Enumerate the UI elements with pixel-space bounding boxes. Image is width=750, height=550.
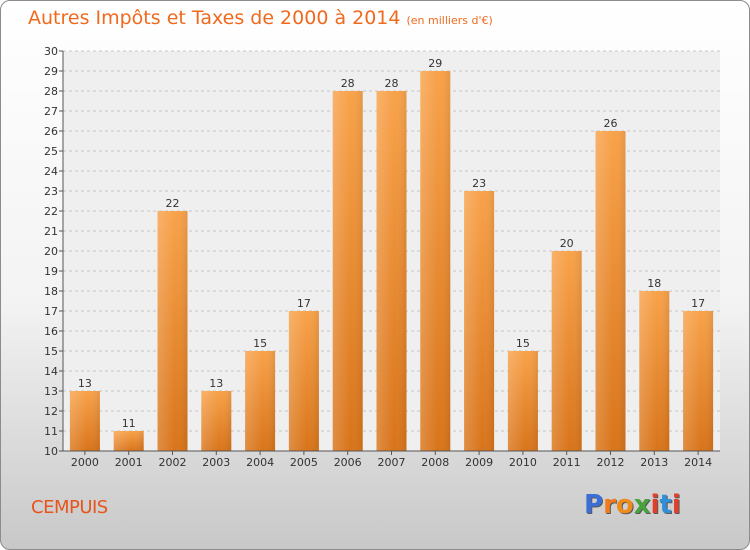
bar-highlight [157,211,188,451]
logo-letter: t [659,490,672,520]
y-tick-label: 24 [44,165,58,178]
x-tick-label: 2000 [71,456,99,469]
y-tick-label: 25 [44,145,58,158]
bar-value-label: 11 [122,417,136,430]
y-tick-label: 17 [44,305,58,318]
y-tick-label: 12 [44,405,58,418]
y-tick-label: 19 [44,265,58,278]
y-tick-label: 22 [44,205,58,218]
bar-highlight [683,311,714,451]
logo-letter: o [615,490,634,520]
bar-value-label: 28 [385,77,399,90]
bars [69,71,714,451]
y-tick-label: 26 [44,125,58,138]
logo-letter: i [671,490,681,520]
bar-highlight [420,71,451,451]
x-tick-label: 2013 [640,456,668,469]
bar-highlight [201,391,232,451]
bar-highlight [639,291,670,451]
logo-letter: x [633,490,651,520]
y-tick-label: 29 [44,65,58,78]
bar-value-label: 15 [516,337,530,350]
y-tick-label: 14 [44,365,58,378]
town-name: CEMPUIS [31,497,108,518]
x-tick-label: 2014 [684,456,712,469]
chart-title-text: Autres Impôts et Taxes de 2000 à 2014 [28,7,401,29]
bar-highlight [332,91,363,451]
y-tick-label: 23 [44,185,58,198]
logo-letter: i [650,490,660,520]
bar-value-label: 15 [253,337,267,350]
y-tick-label: 30 [44,45,58,58]
y-tick-label: 27 [44,105,58,118]
y-tick-label: 11 [44,425,58,438]
x-tick-label: 2004 [246,456,274,469]
data-labels: 13 11 22 13 15 17 28 28 29 23 15 20 26 18 17 [78,57,705,430]
y-tick-label: 15 [44,345,58,358]
x-tick-label: 2012 [597,456,625,469]
bar-value-label: 29 [428,57,442,70]
x-tick-label: 2007 [378,456,406,469]
chart-title: Autres Impôts et Taxes de 2000 à 2014 (en… [28,7,493,29]
bar-value-label: 23 [472,177,486,190]
x-tick-label: 2009 [465,456,493,469]
proxiti-logo: Proxiti [584,490,681,520]
x-tick-label: 2011 [553,456,581,469]
x-tick-label: 2001 [115,456,143,469]
y-tick-label: 28 [44,85,58,98]
y-tick-label: 13 [44,385,58,398]
bar-value-label: 17 [297,297,311,310]
chart-unit: (en milliers d'€) [406,14,493,27]
y-tick-label: 18 [44,285,58,298]
bar-value-label: 13 [209,377,223,390]
y-axis-ticks: 10 11 12 13 14 15 16 17 18 19 20 21 22 23 24 25 26 27 28 29… [44,45,63,458]
bar-highlight [245,351,276,451]
y-tick-label: 20 [44,245,58,258]
x-tick-label: 2005 [290,456,318,469]
bar-value-label: 26 [604,117,618,130]
x-tick-label: 2008 [421,456,449,469]
bar-highlight [69,391,100,451]
logo-letter: r [603,490,616,520]
bar-value-label: 13 [78,377,92,390]
bar-value-label: 28 [341,77,355,90]
bar-value-label: 17 [691,297,705,310]
x-tick-label: 2003 [202,456,230,469]
bar-value-label: 18 [647,277,661,290]
bar-highlight [595,131,626,451]
bar-highlight [464,191,495,451]
x-axis-ticks: 2000 2001 2002 2003 2004 2005 2006 2007 2008 2009… [71,451,712,469]
bar-highlight [507,351,538,451]
bar-value-label: 22 [166,197,180,210]
x-tick-label: 2006 [334,456,362,469]
y-tick-label: 21 [44,225,58,238]
x-tick-label: 2010 [509,456,537,469]
bar-highlight [551,251,582,451]
x-tick-label: 2002 [159,456,187,469]
bar-highlight [113,431,144,451]
y-tick-label: 16 [44,325,58,338]
bar-highlight [288,311,319,451]
bar-value-label: 20 [560,237,574,250]
bar-highlight [376,91,407,451]
y-tick-label: 10 [44,445,58,458]
logo-letter: P [584,490,604,520]
